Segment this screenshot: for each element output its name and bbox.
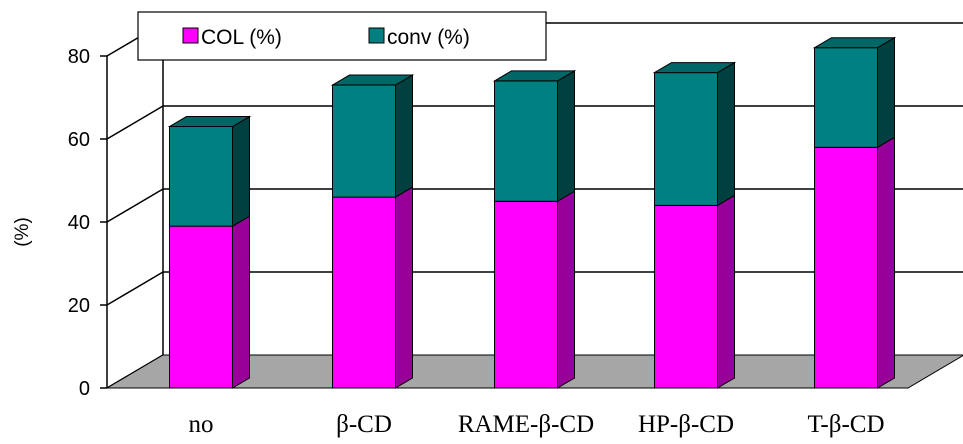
x-category-label: T-β-CD [807,411,884,438]
x-category-label: no [189,411,214,438]
bar-conv [654,72,718,206]
y-axis-label: (%) [12,217,33,247]
bar-conv-side [557,70,575,203]
bar-group-2 [492,70,577,389]
x-axis: no β-CD RAME-β-CD HP-β-CD T-β-CD [189,411,885,438]
bar-col [332,196,396,389]
bar-group-3 [652,61,737,389]
bars [167,36,897,389]
bar-col-side [717,194,735,389]
gridline-diagonal [106,271,164,306]
bar-conv [169,126,233,227]
legend-swatch-col [182,27,199,44]
legend: COL (%) conv (%) [137,11,547,61]
bar-col [814,146,878,389]
bar-conv-side [395,74,413,198]
bar-group-4 [812,36,897,389]
bar-col-side [877,136,895,389]
y-tick-label: 60 [68,129,90,151]
bar-conv-side [877,36,895,149]
bar-top [652,62,737,74]
bar-top [492,70,577,82]
bar-col-side [557,190,575,389]
legend-label-conv: conv (%) [387,26,470,49]
legend-swatch-conv [368,27,385,44]
y-tick-label: 40 [68,212,90,234]
x-category-label: β-CD [336,411,392,438]
bar-group-1 [330,74,415,389]
y-axis: 0 20 40 60 80 [68,46,108,400]
x-category-label: RAME-β-CD [458,411,594,438]
bar-col [494,200,558,389]
bar-top [330,74,415,86]
bar-col [654,204,718,389]
bar-group-0 [167,115,252,389]
bar-conv [814,47,878,148]
bar-col [169,225,233,389]
legend-box [137,11,547,61]
y-tick-label: 20 [68,295,90,317]
y-tick-label: 80 [68,46,90,68]
y-tick-label: 0 [79,378,90,400]
bar-conv [494,80,558,202]
legend-label-col: COL (%) [201,26,282,49]
bar-conv-side [717,61,735,207]
bar-top [812,37,897,49]
bar-conv-side [232,115,250,228]
x-category-label: HP-β-CD [638,411,734,438]
bar-col-side [232,215,250,389]
bar-col-side [395,186,413,389]
gridline-diagonal [106,188,164,223]
gridline-diagonal [106,105,164,140]
bar-top [167,116,252,128]
bar-conv [332,84,396,198]
